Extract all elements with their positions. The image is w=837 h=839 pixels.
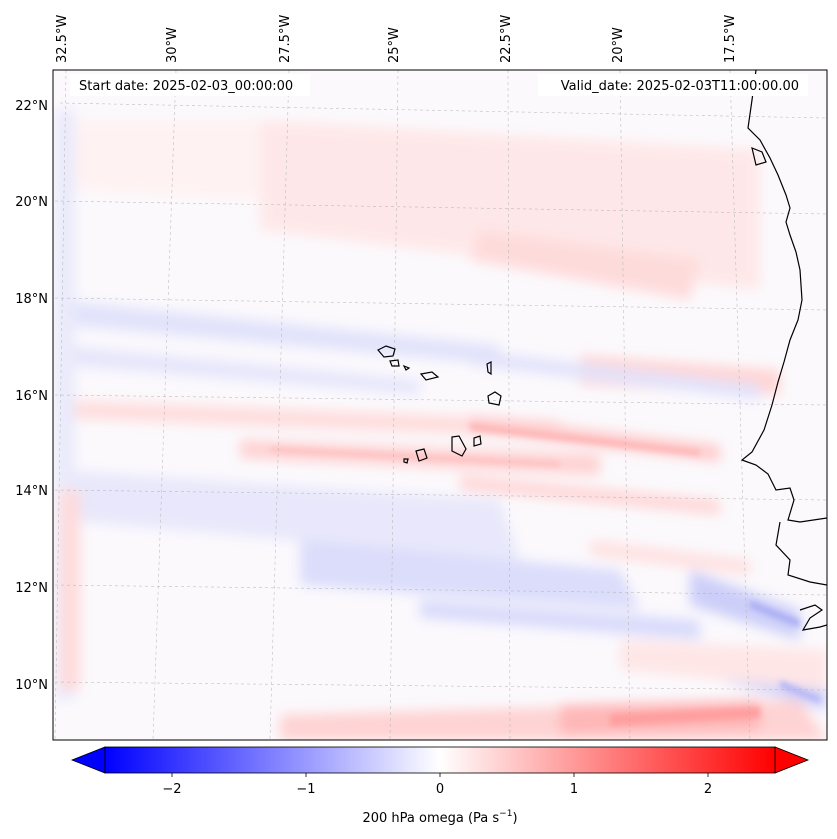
start-date-label: Start date: 2025-02-03_00:00:00 bbox=[79, 79, 293, 94]
colorbar-tick: 2 bbox=[704, 782, 712, 797]
cape-verde-islands bbox=[377, 345, 502, 464]
graticule bbox=[54, 70, 827, 740]
valid-date-label: Valid_date: 2025-02-03T11:00:00.00 bbox=[561, 79, 799, 94]
lat-label: 14°N bbox=[15, 484, 48, 499]
omega-field bbox=[53, 70, 827, 740]
map-frame bbox=[52, 69, 828, 741]
lat-label: 10°N bbox=[15, 678, 48, 693]
lon-label: 32.5°W bbox=[55, 15, 70, 63]
lon-label: 20°W bbox=[611, 27, 626, 63]
lon-label: 27.5°W bbox=[278, 15, 293, 63]
coastline bbox=[740, 70, 827, 631]
latitude-labels: 22°N 20°N 18°N 16°N 14°N 12°N 10°N bbox=[15, 99, 48, 693]
colorbar-tick: 1 bbox=[570, 782, 578, 797]
start-date-box bbox=[70, 74, 310, 96]
colorbar-tick: −1 bbox=[296, 782, 315, 797]
colorbar-gradient bbox=[104, 746, 776, 774]
longitude-labels: 32.5°W 30°W 27.5°W 25°W 22.5°W 20°W 17.5… bbox=[55, 15, 738, 63]
colorbar-min-arrow bbox=[70, 746, 106, 774]
lon-label: 25°W bbox=[387, 27, 402, 63]
colorbar-max-arrow bbox=[774, 746, 810, 774]
lon-label: 17.5°W bbox=[723, 15, 738, 63]
colorbar-label: 200 hPa omega (Pa s−1) bbox=[362, 809, 517, 826]
lat-label: 20°N bbox=[15, 195, 48, 210]
lat-label: 16°N bbox=[15, 389, 48, 404]
lon-label: 22.5°W bbox=[499, 15, 514, 63]
lat-label: 18°N bbox=[15, 292, 48, 307]
colorbar: −2 −1 0 1 2 200 hPa omega (Pa s−1) bbox=[70, 746, 810, 826]
colorbar-tick: −2 bbox=[162, 782, 181, 797]
colorbar-label-exponent: −1 bbox=[499, 809, 512, 819]
lat-label: 12°N bbox=[15, 581, 48, 596]
colorbar-label-close: ) bbox=[512, 811, 517, 826]
colorbar-tick: 0 bbox=[436, 782, 444, 797]
valid-date-box bbox=[538, 74, 808, 96]
lat-label: 22°N bbox=[15, 99, 48, 114]
colorbar-label-text: 200 hPa omega (Pa s bbox=[362, 811, 499, 826]
lon-label: 30°W bbox=[165, 27, 180, 63]
